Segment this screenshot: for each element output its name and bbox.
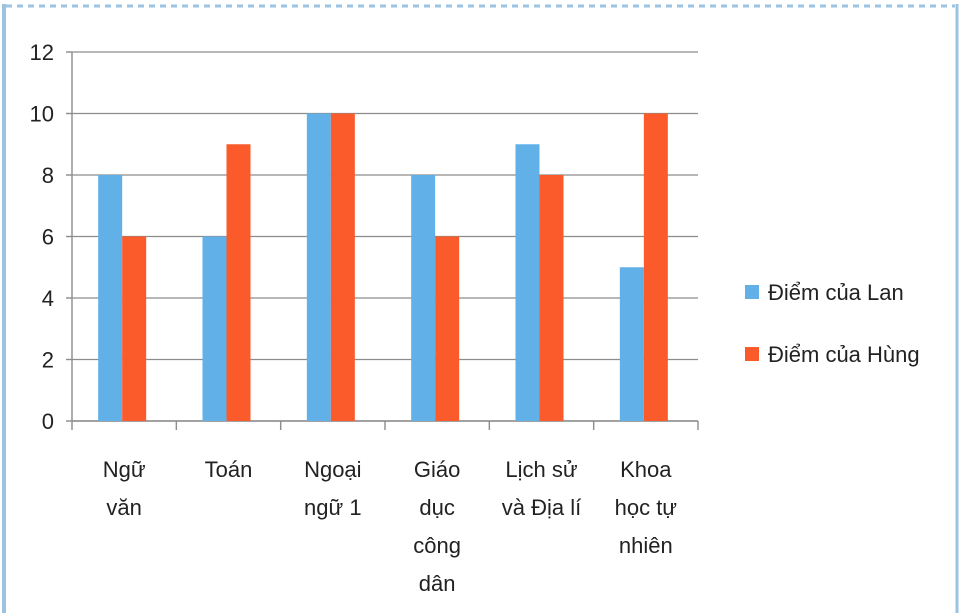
y-tick-label: 12 bbox=[30, 40, 54, 65]
bar bbox=[98, 175, 123, 421]
y-tick-label: 4 bbox=[42, 286, 54, 311]
bar bbox=[306, 113, 331, 421]
bar bbox=[515, 144, 540, 421]
legend-label: Điểm của Lan bbox=[768, 280, 904, 305]
x-tick-label: Toán bbox=[205, 457, 253, 482]
bar bbox=[411, 175, 436, 421]
x-tick-label: Khoa học tự nhiên bbox=[615, 457, 678, 558]
bar bbox=[122, 236, 147, 421]
x-tick-label: Giáo dục công dân bbox=[413, 457, 461, 596]
y-tick-label: 10 bbox=[30, 102, 54, 127]
bar bbox=[202, 236, 227, 421]
legend-swatch bbox=[745, 347, 759, 361]
bar bbox=[226, 144, 251, 421]
x-tick-label: Lịch sử và Địa lí bbox=[502, 457, 581, 520]
x-tick-label: Ngoại ngữ 1 bbox=[304, 457, 362, 520]
bar bbox=[539, 175, 564, 421]
y-tick-label: 6 bbox=[42, 225, 54, 250]
y-tick-label: 2 bbox=[42, 348, 54, 373]
bar bbox=[643, 113, 668, 421]
bar bbox=[619, 267, 644, 421]
y-tick-label: 8 bbox=[42, 163, 54, 188]
legend-swatch bbox=[745, 285, 759, 299]
y-tick-label: 0 bbox=[42, 409, 54, 434]
x-tick-label: Ngữ văn bbox=[103, 457, 146, 520]
legend-label: Điểm của Hùng bbox=[768, 342, 920, 367]
bar bbox=[330, 113, 355, 421]
bar bbox=[435, 236, 460, 421]
